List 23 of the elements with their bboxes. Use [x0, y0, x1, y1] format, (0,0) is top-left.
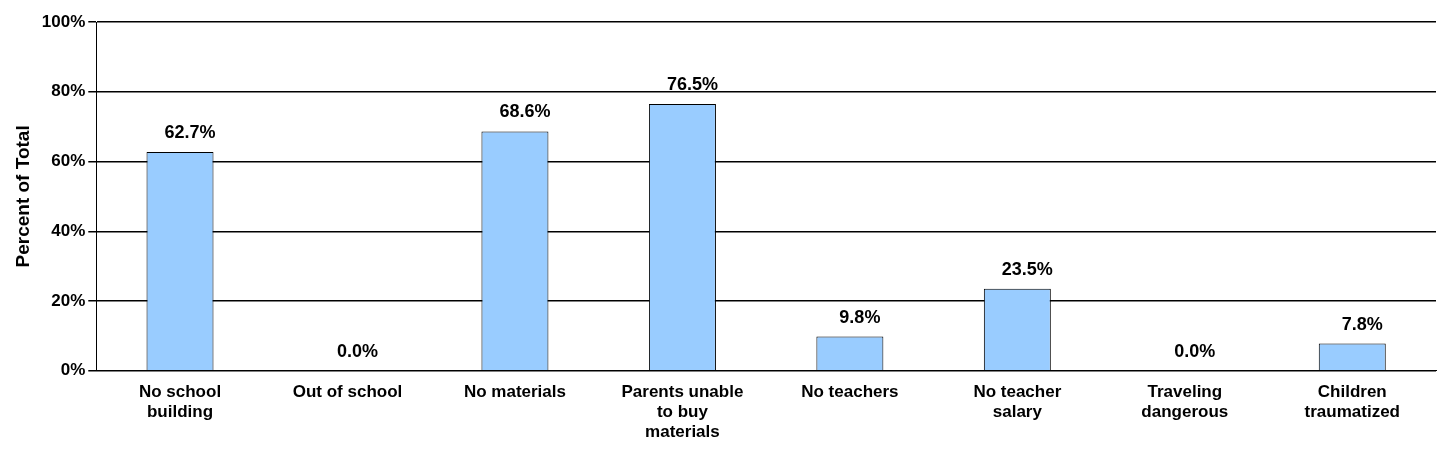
y-tick-label: 100%	[41, 11, 86, 31]
data-label: 0.0%	[1174, 340, 1216, 361]
data-label: 62.7%	[164, 122, 216, 143]
x-tick-label: Out of school	[292, 381, 403, 401]
y-axis-title: Percent of Total	[11, 125, 33, 268]
x-tick-label: Children traumatized	[1304, 381, 1400, 422]
x-tick-label: Parents unable to buy materials	[621, 381, 744, 442]
data-label: 76.5%	[666, 73, 718, 94]
y-tick-label: 20%	[51, 290, 86, 310]
x-tick-label: No teacher salary	[973, 381, 1062, 422]
data-label: 9.8%	[839, 306, 881, 327]
y-tick-label: 0%	[60, 360, 86, 380]
x-tick-label: No school building	[138, 381, 222, 422]
data-label: 23.5%	[1001, 258, 1053, 279]
x-tick-label: Traveling dangerous	[1141, 381, 1229, 422]
y-tick-label: 80%	[51, 81, 86, 101]
y-tick-label: 40%	[51, 220, 86, 240]
x-tick-label: No materials	[463, 381, 566, 401]
data-label: 0.0%	[336, 340, 378, 361]
data-label: 7.8%	[1341, 313, 1383, 334]
x-tick-label: No teachers	[801, 381, 899, 401]
y-tick-label: 60%	[51, 151, 86, 171]
data-label: 68.6%	[499, 101, 551, 122]
